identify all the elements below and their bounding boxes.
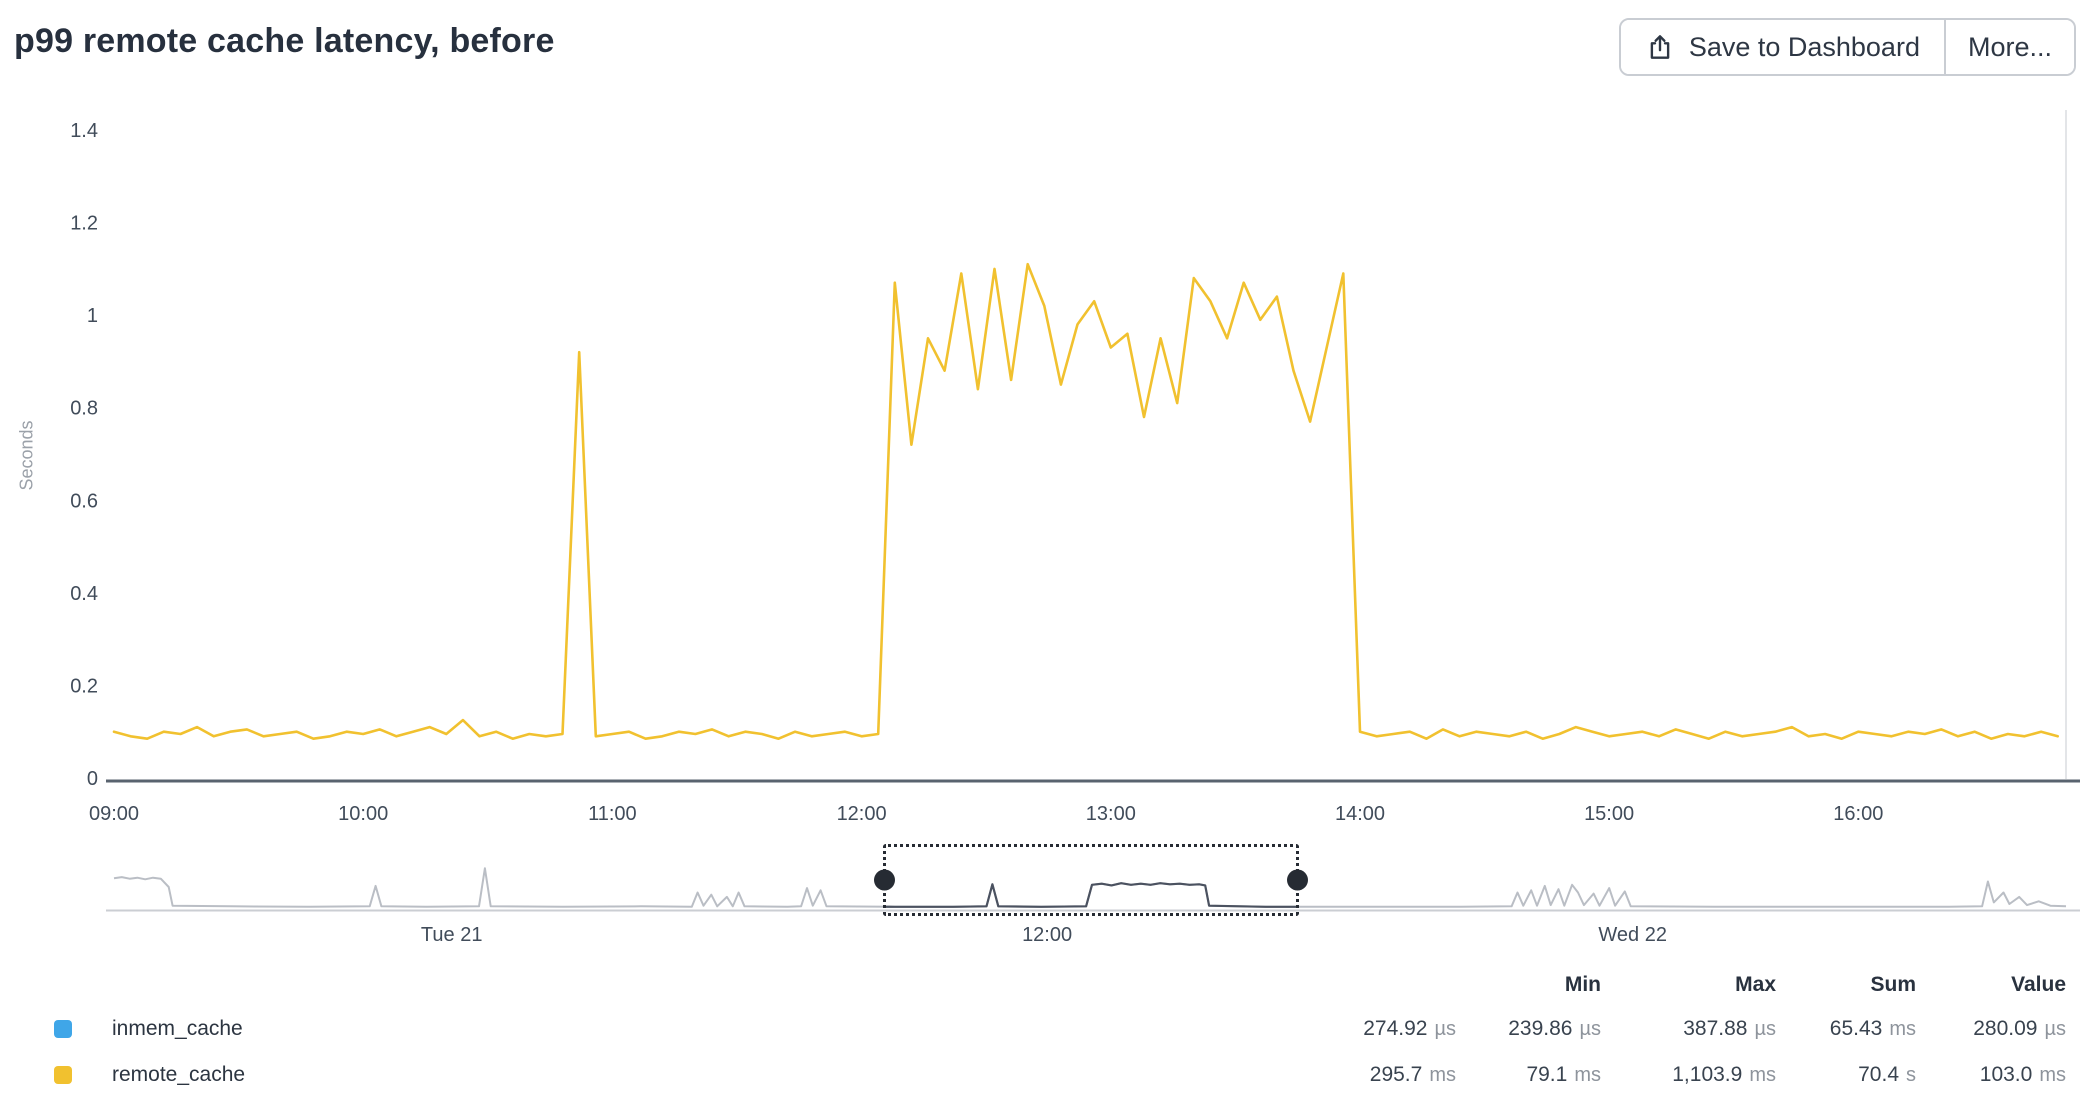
metric-cell-min: 79.1 ms: [1456, 1063, 1601, 1087]
metric-cell: 295.7 ms: [1271, 1063, 1456, 1087]
metric-cell-sum: 70.4 s: [1776, 1063, 1916, 1087]
series-swatch-yellow: [54, 1066, 72, 1084]
y-axis-title-wrap: Seconds: [14, 300, 40, 610]
metric-unit: ms: [1574, 1064, 1601, 1086]
x-tick-label: 15:00: [1584, 803, 1634, 825]
x-tick-label: 16:00: [1833, 803, 1883, 825]
series-name: remote_cache: [112, 1063, 246, 1086]
x-tick-label: 09:00: [89, 803, 139, 825]
legend-col-max: Max: [1735, 973, 1776, 996]
metric-value: 70.4: [1858, 1063, 1899, 1086]
remote-cache-line: [112, 262, 2059, 740]
save-button-label: Save to Dashboard: [1688, 31, 1920, 62]
brush-handle-left[interactable]: [874, 869, 896, 891]
more-button[interactable]: More...: [1943, 20, 2074, 74]
metric-unit: s: [1906, 1064, 1916, 1086]
x-tick-label: 13:00: [1086, 803, 1136, 825]
y-tick-label: 0.6: [70, 490, 98, 512]
y-axis-title: Seconds: [16, 419, 37, 491]
minimap-axis-labels: Tue 21 12:00 Wed 22: [0, 924, 2096, 952]
metric-value: 1,103.9: [1672, 1063, 1743, 1086]
metric-unit: µs: [1434, 1018, 1456, 1040]
metric-unit: ms: [1429, 1064, 1456, 1086]
legend-row-inmem-cache[interactable]: inmem_cache 274.92 µs 239.86 µs 387.88 µs 6…: [54, 1006, 2066, 1052]
series-label-cell: inmem_cache: [54, 1017, 1271, 1041]
metric-value: 79.1: [1526, 1063, 1568, 1086]
metric-value: 274.92: [1363, 1017, 1428, 1040]
legend-col-sum: Sum: [1870, 973, 1916, 996]
minimap-line-selected: [885, 882, 1297, 908]
metric-unit: ms: [2039, 1064, 2066, 1086]
minimap-tick-label: 12:00: [1022, 924, 1073, 946]
minimap-chart: [106, 867, 2080, 912]
series-name: inmem_cache: [112, 1017, 243, 1040]
x-tick-label: 11:00: [588, 803, 637, 825]
y-tick-label: 1: [87, 305, 98, 327]
metric-value: 103.0: [1979, 1063, 2033, 1086]
brush-handle-right[interactable]: [1286, 869, 1308, 891]
toolbar: Save to Dashboard More...: [1618, 18, 2076, 76]
x-tick-label: 12:00: [837, 803, 887, 825]
metric-cell-max: 1,103.9 ms: [1601, 1063, 1776, 1087]
legend-col-min: Min: [1564, 973, 1601, 996]
x-tick-label: 14:00: [1335, 803, 1385, 825]
x-tick-label: 10:00: [338, 803, 388, 825]
legend-col-value: Value: [2011, 973, 2066, 996]
metric-value: 280.09: [1973, 1017, 2038, 1040]
metric-cell-value: 103.0 ms: [1916, 1063, 2066, 1087]
metric-value: 239.86: [1508, 1017, 1573, 1040]
metric-cell-min: 239.86 µs: [1456, 1017, 1601, 1041]
metric-unit: ms: [1889, 1018, 1916, 1040]
metric-cell: 274.92 µs: [1271, 1017, 1456, 1041]
legend-header-row: Min Max Sum Value: [54, 964, 2066, 1006]
minimap-tick-label: Wed 22: [1598, 924, 1667, 946]
y-tick-label: 1.2: [70, 213, 98, 235]
metric-cell-sum: 65.43 ms: [1776, 1017, 1916, 1041]
minimap-tick-label: Tue 21: [420, 924, 483, 946]
legend-row-remote-cache[interactable]: remote_cache 295.7 ms 79.1 ms 1,103.9 ms 70…: [54, 1052, 2066, 1098]
metric-value: 295.7: [1369, 1063, 1423, 1086]
metric-unit: ms: [1749, 1064, 1776, 1086]
minimap[interactable]: [0, 844, 2096, 916]
metric-unit: µs: [1579, 1018, 1601, 1040]
save-to-dashboard-button[interactable]: Save to Dashboard: [1620, 20, 1944, 74]
metric-cell-max: 387.88 µs: [1601, 1017, 1776, 1041]
upload-icon: [1645, 32, 1675, 62]
metric-value: 387.88: [1683, 1017, 1748, 1040]
legend-table: Min Max Sum Value inmem_cache 274.92 µs 2…: [0, 964, 2096, 1098]
metric-value: 65.43: [1829, 1017, 1883, 1040]
time-range-brush[interactable]: [874, 844, 1308, 916]
series-swatch-blue: [54, 1020, 72, 1038]
series-label-cell: remote_cache: [54, 1063, 1271, 1087]
metric-unit: µs: [2044, 1018, 2066, 1040]
y-tick-label: 0.2: [70, 675, 98, 697]
more-button-label: More...: [1967, 31, 2052, 62]
metric-unit: µs: [1754, 1018, 1776, 1040]
page-title: p99 remote cache latency, before: [14, 22, 555, 60]
metric-cell-value: 280.09 µs: [1916, 1017, 2066, 1041]
y-tick-label: 0: [87, 768, 98, 790]
y-tick-label: 1.4: [70, 120, 98, 142]
main-chart[interactable]: 0 0.2 0.4 0.6 0.8 1 1.2 1.4 09:00 10:00 11:00 12:00…: [0, 0, 2096, 835]
y-tick-label: 0.4: [70, 583, 98, 605]
y-tick-label: 0.8: [70, 398, 98, 420]
